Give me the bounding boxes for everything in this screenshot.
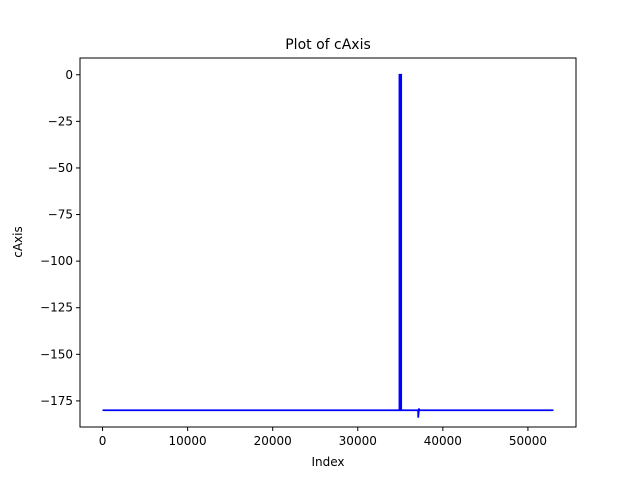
- y-tick-label: −25: [48, 114, 73, 128]
- y-axis: 0 −25 −50 −75 −100 −125 −150 −175: [40, 68, 80, 408]
- x-tick-label: 10000: [169, 434, 207, 448]
- y-tick-label: −75: [48, 208, 73, 222]
- x-tick-label: 30000: [339, 434, 377, 448]
- chart-title: Plot of cAxis: [285, 37, 371, 53]
- plot-frame: [79, 57, 577, 428]
- series-layer: [102, 73, 554, 418]
- x-axis: 0 10000 20000 30000 40000 50000: [99, 427, 547, 448]
- series-line: [102, 73, 554, 418]
- y-tick-label: −125: [40, 301, 73, 315]
- plot-area: [80, 58, 576, 427]
- y-tick-label: −100: [40, 254, 73, 268]
- y-tick-label: −50: [48, 161, 73, 175]
- x-tick-label: 20000: [254, 434, 292, 448]
- y-tick-label: −150: [40, 347, 73, 361]
- y-tick-label: −175: [40, 394, 73, 408]
- y-axis-label: cAxis: [11, 226, 25, 258]
- x-tick-label: 50000: [509, 434, 547, 448]
- x-axis-label: Index: [311, 455, 344, 469]
- x-tick-label: 0: [99, 434, 107, 448]
- y-tick-label: 0: [65, 68, 73, 82]
- x-tick-label: 40000: [424, 434, 462, 448]
